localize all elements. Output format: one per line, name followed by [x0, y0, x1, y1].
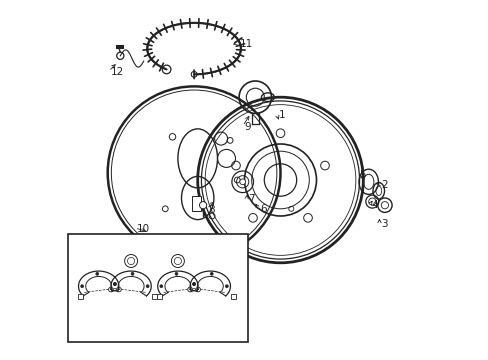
Text: 4: 4 — [371, 200, 377, 210]
Circle shape — [146, 285, 149, 288]
Text: 12: 12 — [110, 67, 123, 77]
Circle shape — [81, 285, 83, 288]
Text: 1: 1 — [278, 110, 285, 120]
Bar — [78, 294, 83, 299]
Text: 9: 9 — [244, 122, 251, 132]
Circle shape — [210, 273, 213, 275]
Bar — [157, 294, 162, 299]
Circle shape — [113, 283, 116, 285]
Circle shape — [131, 273, 134, 275]
Circle shape — [239, 179, 245, 185]
Bar — [152, 294, 157, 299]
Circle shape — [96, 273, 99, 275]
Text: 3: 3 — [381, 219, 387, 229]
Circle shape — [192, 283, 195, 285]
Circle shape — [192, 283, 195, 285]
Circle shape — [199, 202, 206, 209]
Text: 2: 2 — [381, 180, 387, 190]
Text: 11: 11 — [239, 39, 252, 49]
Bar — [231, 294, 236, 299]
Text: 6: 6 — [260, 204, 266, 214]
Circle shape — [160, 285, 163, 288]
Text: 5: 5 — [358, 170, 365, 180]
Bar — [192, 196, 201, 211]
Circle shape — [113, 283, 116, 285]
Text: 10: 10 — [136, 224, 149, 234]
Text: 8: 8 — [208, 204, 215, 215]
Bar — [68, 234, 247, 342]
Circle shape — [175, 273, 178, 275]
Circle shape — [225, 285, 228, 288]
Text: 7: 7 — [248, 194, 255, 204]
